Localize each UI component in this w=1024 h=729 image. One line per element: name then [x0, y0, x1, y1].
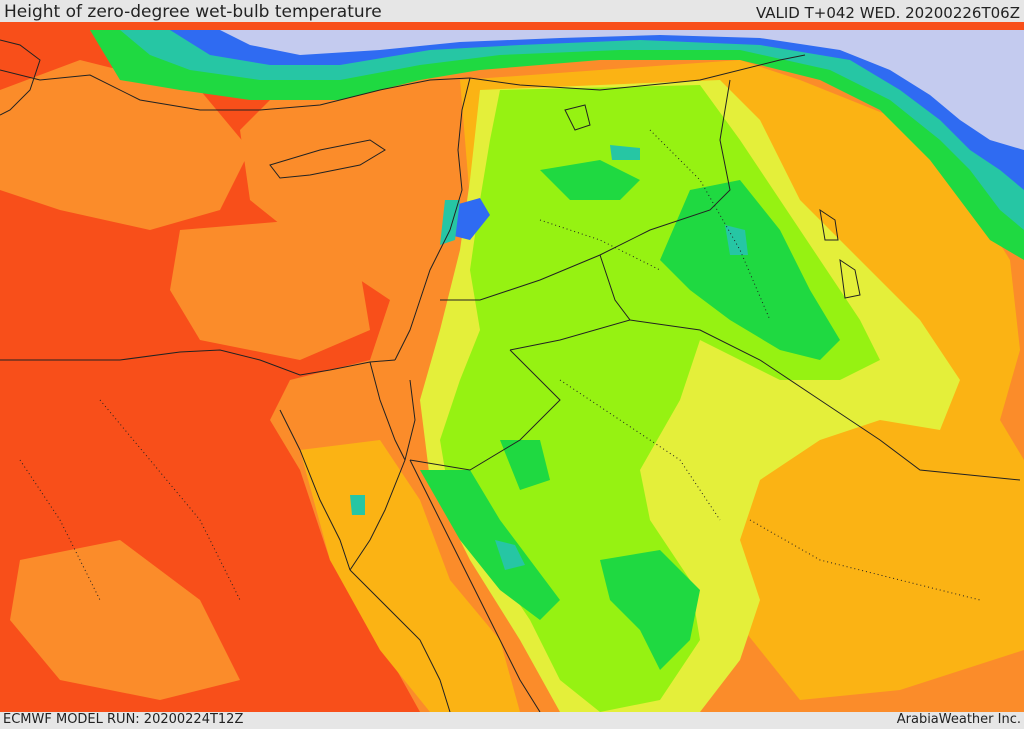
- coastline-levant: [394, 77, 471, 361]
- internal-border-6: [19, 459, 101, 601]
- header-bar: Height of zero-degree wet-bulb temperatu…: [0, 0, 1024, 22]
- field-green-c: [500, 440, 550, 490]
- border-iraq-saudi: [629, 319, 1021, 481]
- border-syria-iraq: [440, 79, 731, 301]
- coastline-nw: [0, 39, 41, 116]
- band-green-north: [90, 30, 1024, 260]
- coastline-gulf-aqaba: [349, 379, 416, 571]
- coastline-north: [0, 69, 471, 111]
- field-green-ne: [660, 180, 840, 360]
- field-teal-sinai: [350, 495, 365, 515]
- field-blue-lebanon: [450, 198, 490, 240]
- coastline-cyprus: [269, 139, 386, 179]
- field-green-se: [600, 550, 700, 670]
- coastline-gulf-suez: [279, 409, 351, 571]
- field-teal-ne: [725, 225, 748, 255]
- lake-northeast: [819, 208, 839, 241]
- footer-bar: ECMWF MODEL RUN: 20200224T12Z ArabiaWeat…: [0, 712, 1024, 729]
- valid-time: VALID T+042 WED. 20200226T06Z: [755, 4, 1020, 22]
- field-teal-s: [495, 540, 525, 570]
- coastline-redsea-east: [409, 459, 541, 712]
- internal-border-4: [99, 399, 241, 601]
- coastline-redsea-west: [349, 569, 451, 712]
- map-area[interactable]: [0, 22, 1024, 712]
- field-green-n: [540, 160, 640, 200]
- internal-border-5: [749, 519, 981, 601]
- internal-border-3: [559, 379, 721, 521]
- field-orange-sw: [10, 540, 240, 700]
- map-title: Height of zero-degree wet-bulb temperatu…: [4, 2, 382, 22]
- field-orange-west: [0, 60, 250, 230]
- border-turkey-syria: [469, 54, 806, 91]
- lake-tuz: [564, 104, 591, 131]
- border-jordan-saudi: [409, 349, 561, 471]
- lake-east: [839, 258, 861, 299]
- map-canvas: [0, 22, 1024, 712]
- model-run: ECMWF MODEL RUN: 20200224T12Z: [3, 712, 244, 727]
- field-green-s: [420, 470, 560, 620]
- coastline-egypt-north: [0, 349, 396, 376]
- band-lavender-north: [220, 30, 1024, 150]
- field-orange-mid: [170, 220, 370, 360]
- field-teal-n: [610, 145, 640, 160]
- credit: ArabiaWeather Inc.: [896, 712, 1021, 727]
- field-teal-lebanon: [440, 200, 460, 245]
- border-egypt-israel: [369, 361, 406, 461]
